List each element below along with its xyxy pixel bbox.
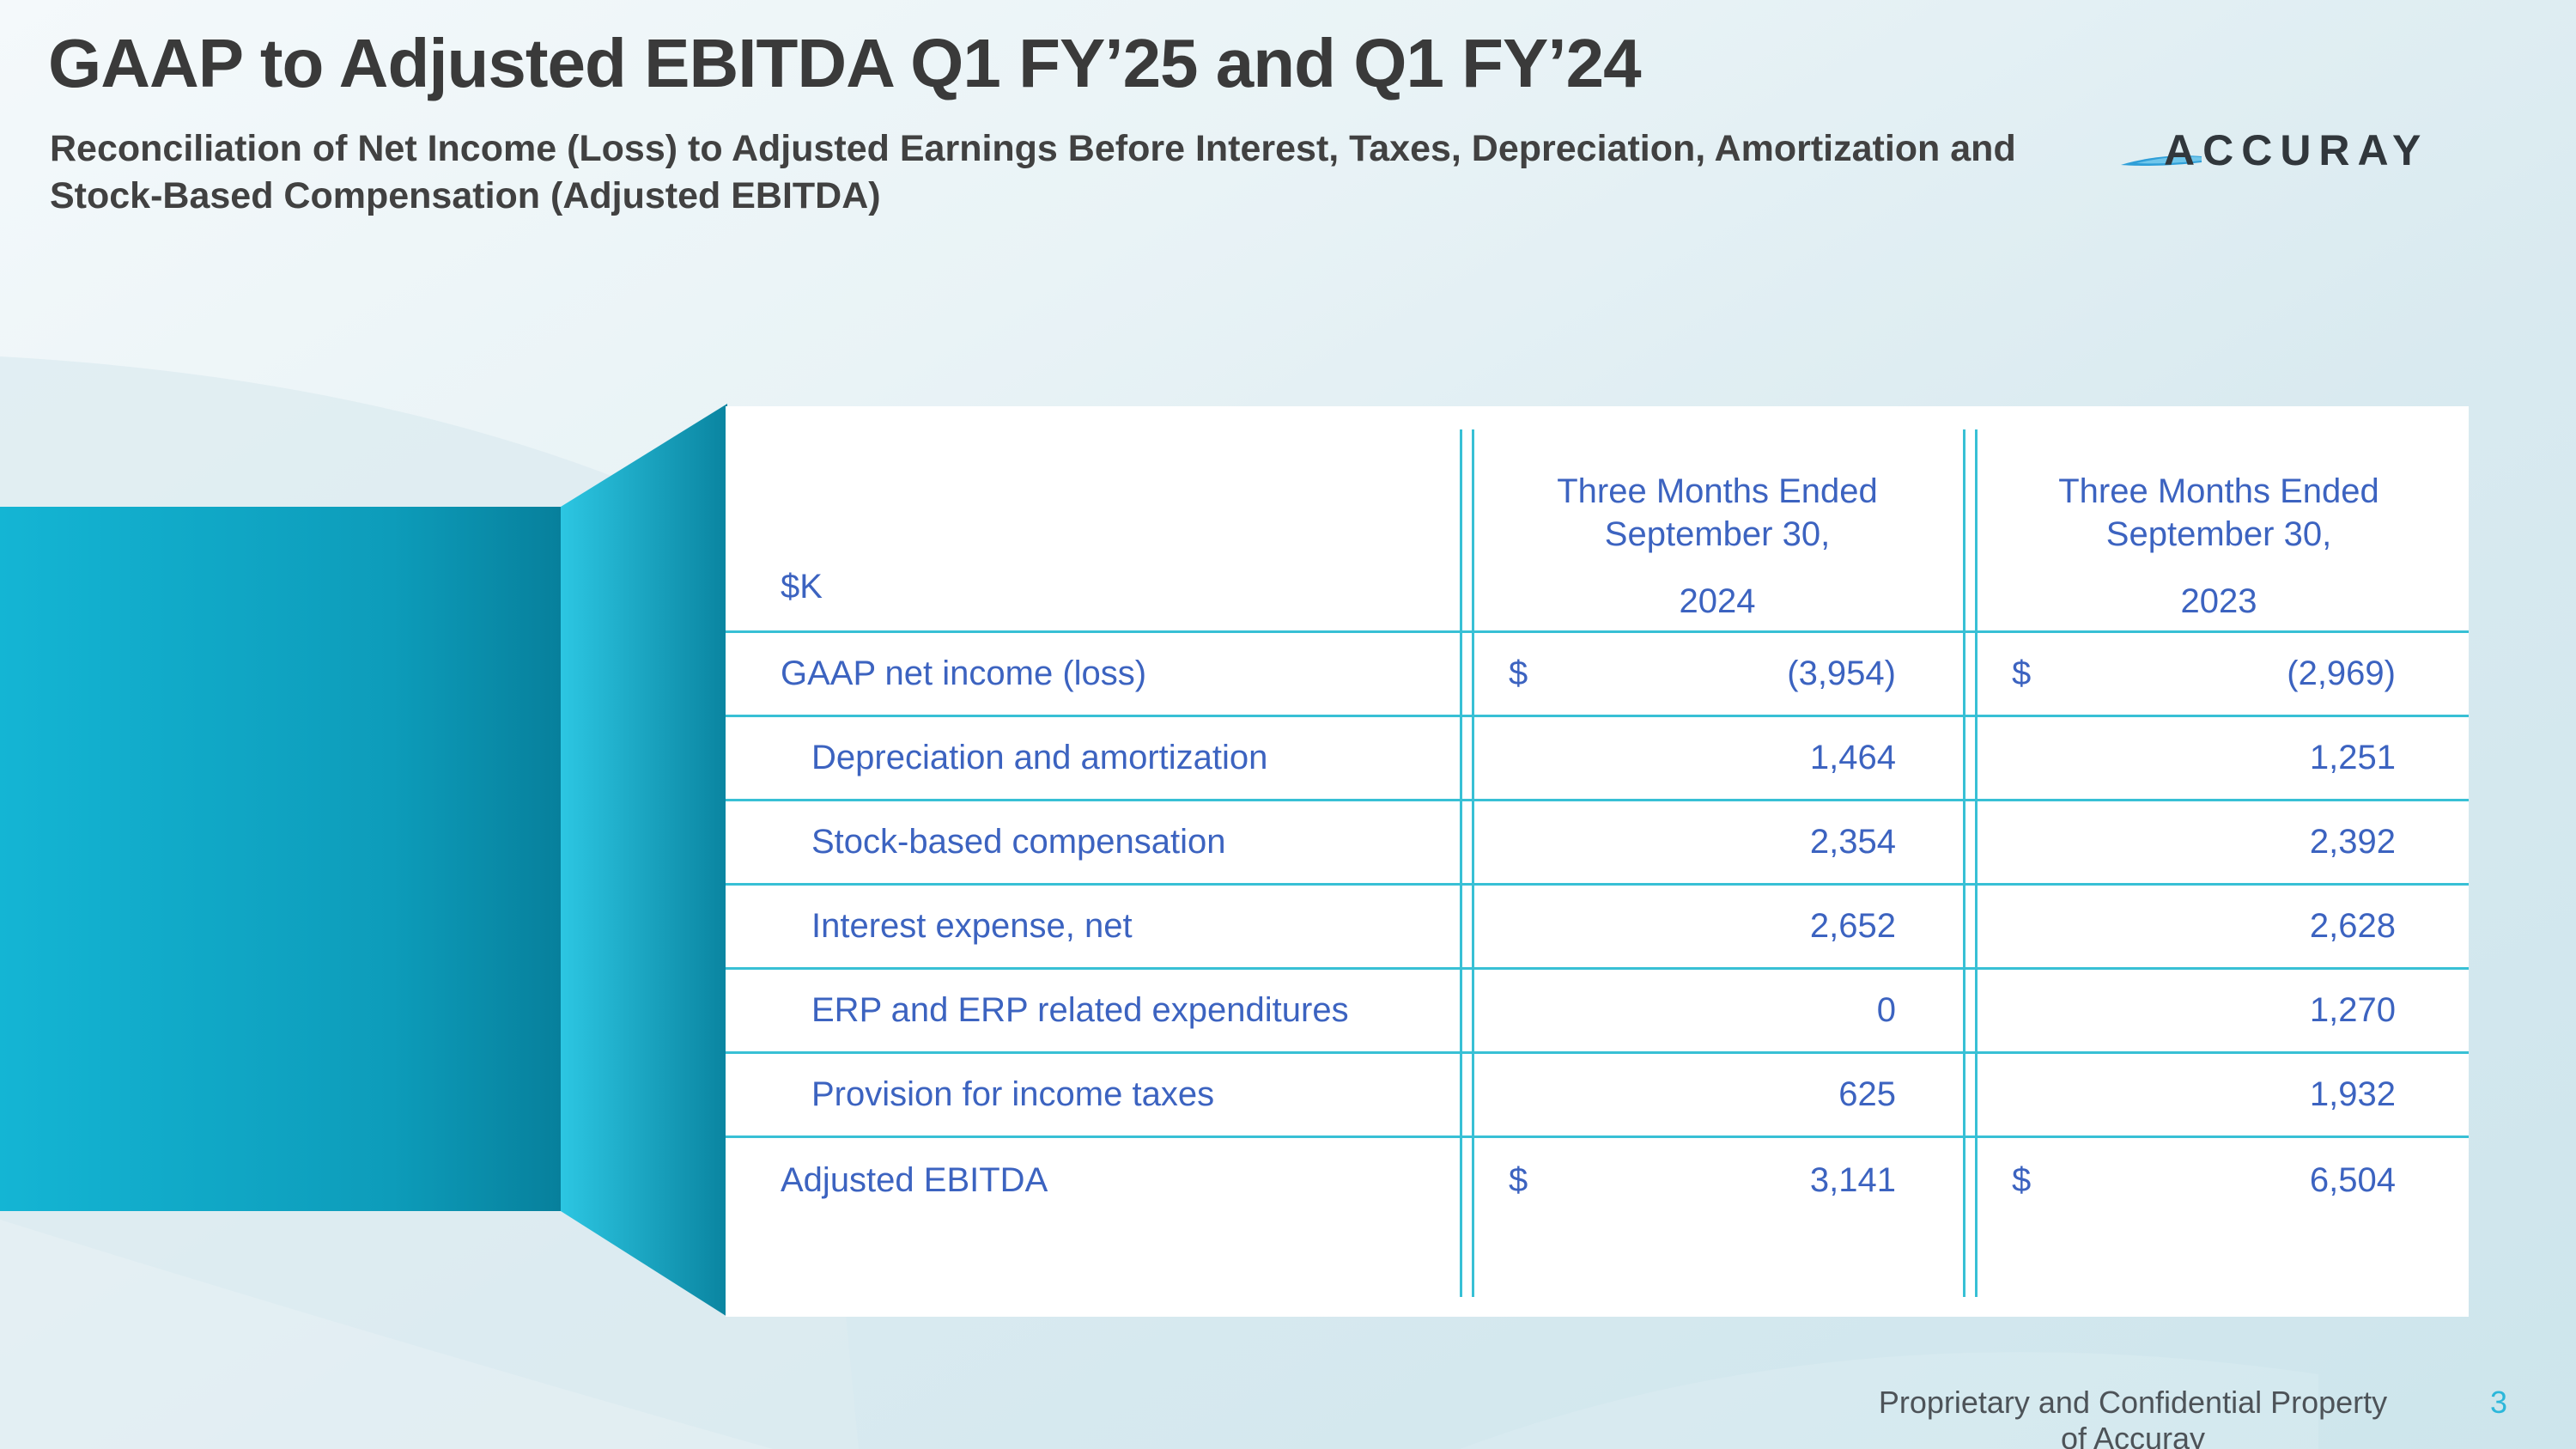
row-value-fy24: 2,392 [1969, 823, 2469, 861]
footer-confidentiality: Proprietary and Confidential Property of… [1878, 1385, 2388, 1449]
row-value-fy25: 2,354 [1466, 823, 1969, 861]
header-line1: Three Months Ended [1557, 472, 1878, 510]
row-value-fy24: 2,628 [1969, 907, 2469, 946]
row-amount: 1,932 [2309, 1075, 2396, 1113]
row-amount: 0 [1876, 991, 1896, 1029]
column-divider-line [1963, 429, 1965, 1297]
header-unit-cell: $K [726, 406, 1466, 630]
row-value-fy25: 2,652 [1466, 907, 1969, 946]
row-value-fy24: 1,932 [1969, 1075, 2469, 1114]
header-year: 2024 [1679, 582, 1756, 620]
row-label: ERP and ERP related expenditures [811, 991, 1349, 1029]
header-year: 2023 [2180, 582, 2257, 620]
bottom-left-swoosh [0, 1220, 773, 1449]
reconciliation-table: $K Three Months Ended September 30, 2024… [726, 406, 2469, 1317]
row-amount: 1,464 [1809, 739, 1896, 776]
unit-label: $K [781, 568, 823, 606]
row-label: Interest expense, net [811, 907, 1133, 945]
table-row: GAAP net income (loss) $ (3,954) $ (2,96… [726, 633, 2469, 717]
row-label: Adjusted EBITDA [781, 1160, 1048, 1199]
row-amount: 3,141 [1809, 1160, 1896, 1199]
table-row: Interest expense, net 2,652 2,628 [726, 886, 2469, 970]
row-amount: (3,954) [1787, 654, 1896, 692]
header-line1: Three Months Ended [2058, 472, 2379, 510]
row-value-fy25: 625 [1466, 1075, 1969, 1114]
table-row: Depreciation and amortization 1,464 1,25… [726, 717, 2469, 801]
dollar-sign: $ [2012, 1160, 2032, 1199]
row-value-fy24: 1,251 [1969, 739, 2469, 777]
row-amount: (2,969) [2287, 654, 2396, 692]
dollar-sign: $ [1509, 654, 1528, 692]
column-divider-line [1460, 429, 1462, 1297]
row-value-fy24: $ 6,504 [1969, 1161, 2469, 1200]
row-value-fy25: $ (3,954) [1466, 654, 1969, 693]
table-row: Adjusted EBITDA $ 3,141 $ 6,504 [726, 1138, 2469, 1222]
row-amount: 2,354 [1809, 823, 1896, 861]
row-label: Provision for income taxes [811, 1075, 1215, 1113]
column-divider-line [1975, 429, 1978, 1297]
row-label: Stock-based compensation [811, 823, 1226, 861]
row-label: GAAP net income (loss) [781, 654, 1147, 692]
row-amount: 6,504 [2309, 1160, 2396, 1199]
header-line2: September 30, [2105, 515, 2332, 553]
column-divider-line [1472, 429, 1474, 1297]
row-amount: 2,628 [2309, 907, 2396, 945]
table-body: GAAP net income (loss) $ (3,954) $ (2,96… [726, 633, 2469, 1222]
row-value-fy25: 1,464 [1466, 739, 1969, 777]
header-col-fy25: Three Months Ended September 30, 2024 [1466, 406, 1969, 630]
page-title: GAAP to Adjusted EBITDA Q1 FY’25 and Q1 … [48, 25, 1642, 101]
page-subtitle: Reconciliation of Net Income (Loss) to A… [50, 128, 2016, 217]
row-amount: 2,392 [2309, 823, 2396, 861]
row-label: Depreciation and amortization [811, 739, 1268, 776]
row-amount: 2,652 [1809, 907, 1896, 945]
page-number: 3 [2489, 1385, 2508, 1420]
row-amount: 1,270 [2309, 991, 2396, 1029]
teal-angled-panel [561, 404, 727, 1317]
teal-rectangle [0, 507, 561, 1211]
table-header-row: $K Three Months Ended September 30, 2024… [726, 406, 2469, 633]
header-col-fy24: Three Months Ended September 30, 2023 [1969, 406, 2469, 630]
row-amount: 625 [1838, 1075, 1896, 1113]
table-row: ERP and ERP related expenditures 0 1,270 [726, 970, 2469, 1054]
accuray-logo: ACCURAY [2121, 125, 2433, 186]
logo-swoosh-icon [2121, 155, 2202, 166]
row-value-fy24: 1,270 [1969, 991, 2469, 1030]
row-value-fy24: $ (2,969) [1969, 654, 2469, 693]
logo-wordmark: ACCURAY [2164, 126, 2429, 174]
table-row: Stock-based compensation 2,354 2,392 [726, 801, 2469, 886]
bottom-right-swoosh [1460, 1352, 2318, 1449]
row-value-fy25: $ 3,141 [1466, 1161, 1969, 1200]
table-row: Provision for income taxes 625 1,932 [726, 1054, 2469, 1138]
row-amount: 1,251 [2309, 739, 2396, 776]
header-line2: September 30, [1604, 515, 1831, 553]
dollar-sign: $ [2012, 654, 2032, 692]
row-value-fy25: 0 [1466, 991, 1969, 1030]
dollar-sign: $ [1509, 1160, 1528, 1199]
